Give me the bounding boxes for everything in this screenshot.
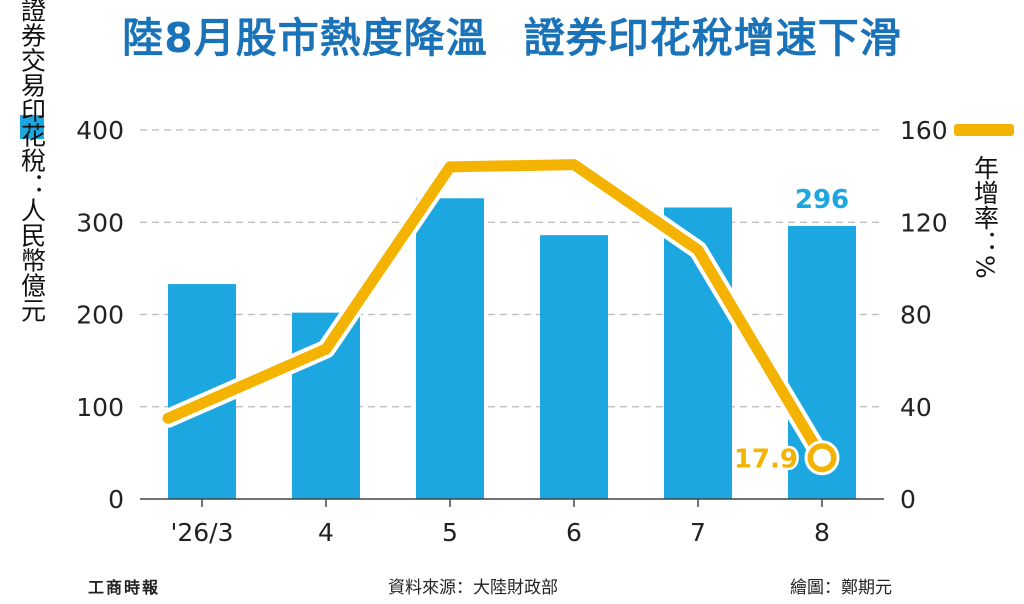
right-tick-label: 160 xyxy=(900,116,948,145)
left-tick-label: 300 xyxy=(76,208,124,237)
source-note: 資料來源：大陸財政部 xyxy=(388,578,558,598)
y-axis-label: 證券交易印花稅：人民幣億元 xyxy=(18,0,47,323)
line-series xyxy=(158,155,840,476)
x-tick-label: 6 xyxy=(566,518,582,547)
title-part-2: 證券印花稅增速下滑 xyxy=(523,14,902,62)
right-tick-label: 0 xyxy=(900,485,916,514)
bar xyxy=(540,235,608,500)
right-tick-label: 40 xyxy=(900,393,932,422)
x-tick-label: 4 xyxy=(318,518,334,547)
x-tick-label: '26/3 xyxy=(170,518,233,547)
right-tick-label: 120 xyxy=(900,208,948,237)
legend: 證券交易印花稅：人民幣億元 年增率：% xyxy=(18,0,1014,323)
y2-axis-label: 年增率：% xyxy=(971,155,1000,279)
left-tick-label: 0 xyxy=(108,485,124,514)
credit-note: 繪圖：鄭期元 xyxy=(790,578,892,598)
left-tick-label: 400 xyxy=(76,116,124,145)
line-value-label: 17.9 xyxy=(734,445,798,475)
title-part-1: 陸8月股市熱度降溫 xyxy=(122,14,488,62)
right-tick-label: 80 xyxy=(900,301,932,330)
gridlines xyxy=(140,129,884,408)
chart-title: 陸8月股市熱度降溫 證券印花稅增速下滑 xyxy=(0,0,1024,76)
x-tick-label: 5 xyxy=(442,518,458,547)
left-tick-label: 100 xyxy=(76,393,124,422)
line-end-point-inner xyxy=(813,448,831,467)
bar-value-label: 296 xyxy=(795,185,849,215)
x-tick-label: 7 xyxy=(690,518,706,547)
x-tick-label: 8 xyxy=(814,518,830,547)
bar xyxy=(416,198,484,499)
axes: 0 100 200 300 400 0 40 80 120 160 '26/3 4 5 6 7 8 xyxy=(76,116,947,547)
line-legend-swatch xyxy=(954,124,1014,136)
growth-line xyxy=(162,159,828,464)
bar-legend-swatch xyxy=(20,115,44,139)
publisher-logo: 工商時報 xyxy=(88,578,161,597)
data-labels: 296 17.9 xyxy=(731,182,851,477)
left-tick-label: 200 xyxy=(76,301,124,330)
